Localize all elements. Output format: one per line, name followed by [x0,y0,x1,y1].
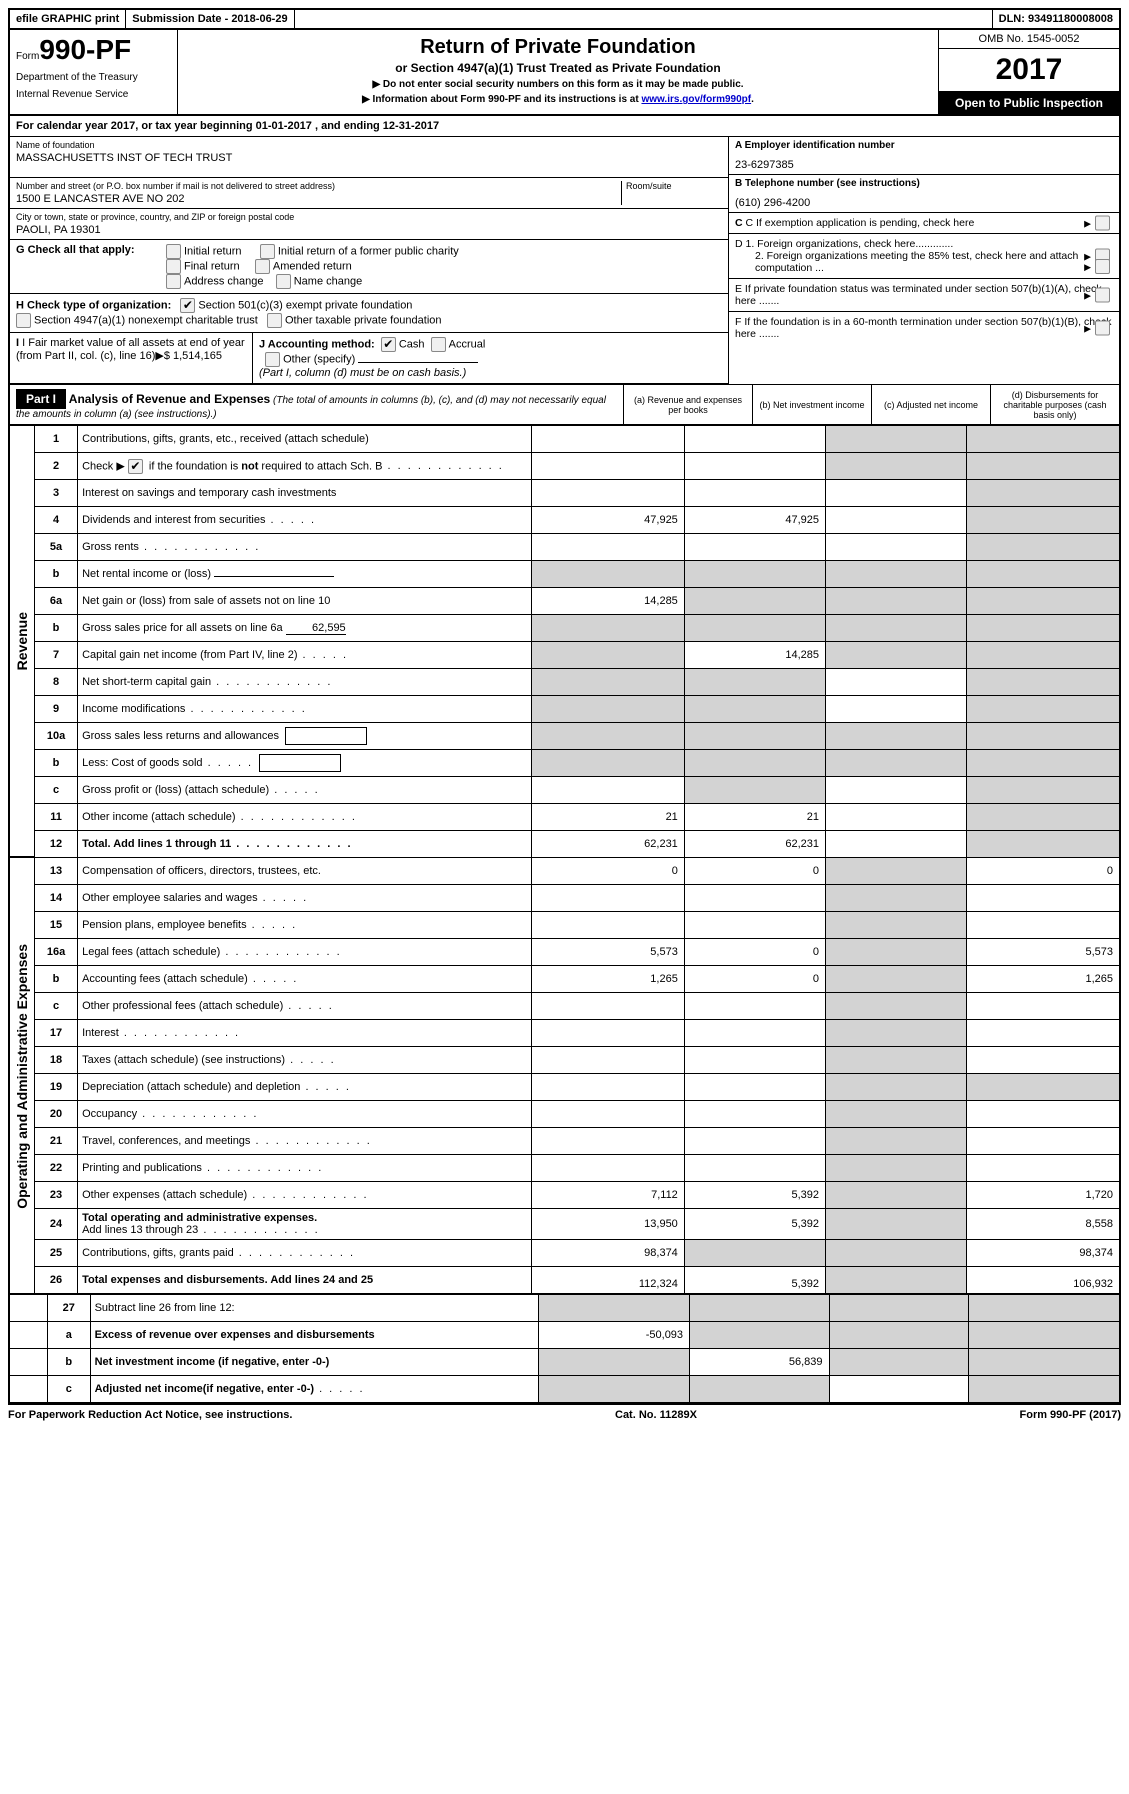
ein: 23-6297385 [735,159,1113,171]
phone: (610) 296-4200 [735,197,1113,209]
calendar-year: For calendar year 2017, or tax year begi… [10,116,1119,137]
d2-85pct: 2. Foreign organizations meeting the 85%… [735,250,1113,274]
form-ref: Form 990-PF (2017) [1020,1409,1121,1421]
cb-4947[interactable] [16,313,31,328]
cb-terminated[interactable] [1095,288,1110,303]
form-subtitle: or Section 4947(a)(1) Trust Treated as P… [184,61,932,75]
addr-label: Number and street (or P.O. box number if… [16,181,621,191]
cb-501c3[interactable] [180,298,195,313]
c-exemption: C If exemption application is pending, c… [746,217,975,229]
cb-accrual[interactable] [431,337,446,352]
line27-table: 27Subtract line 26 from line 12: aExcess… [10,1295,1119,1403]
form-label: Form [16,51,39,62]
e-terminated: E If private foundation status was termi… [735,283,1102,307]
cb-amended[interactable] [255,259,270,274]
irs-link[interactable]: www.irs.gov/form990pf [641,94,751,105]
g-label: G Check all that apply: [16,244,166,289]
omb-number: OMB No. 1545-0052 [939,30,1119,49]
city-label: City or town, state or province, country… [16,212,722,222]
city-state-zip: PAOLI, PA 19301 [16,224,722,236]
expenses-side-label: Operating and Administrative Expenses [12,934,32,1219]
cb-cash[interactable] [381,337,396,352]
col-a-hdr: (a) Revenue and expenses per books [623,385,752,424]
j-note: (Part I, column (d) must be on cash basi… [259,367,466,379]
cb-address-change[interactable] [166,274,181,289]
cb-other-taxable[interactable] [267,313,282,328]
part1-title: Analysis of Revenue and Expenses [69,392,270,406]
irs: Internal Revenue Service [16,89,171,100]
open-to-public: Open to Public Inspection [939,92,1119,114]
form-header: Form990-PF Department of the Treasury In… [10,30,1119,116]
cb-85pct[interactable] [1095,259,1110,274]
page-footer: For Paperwork Reduction Act Notice, see … [8,1405,1121,1421]
part1-header-row: Part I Analysis of Revenue and Expenses … [10,385,1119,426]
col-c-hdr: (c) Adjusted net income [871,385,990,424]
entity-info: Name of foundation MASSACHUSETTS INST OF… [10,137,1119,385]
phone-label: B Telephone number (see instructions) [735,178,1113,189]
top-bar: efile GRAPHIC print Submission Date - 20… [10,10,1119,30]
cb-initial-former[interactable] [260,244,275,259]
cb-exemption-pending[interactable] [1095,216,1110,231]
col-d-hdr: (d) Disbursements for charitable purpose… [990,385,1119,424]
foundation-name: MASSACHUSETTS INST OF TECH TRUST [16,152,722,164]
cb-other-method[interactable] [265,352,280,367]
f-60month: F If the foundation is in a 60-month ter… [735,316,1111,340]
ein-label: A Employer identification number [735,140,1113,151]
cb-60month[interactable] [1095,321,1110,336]
j-label: J Accounting method: [259,339,375,351]
efile-print[interactable]: efile GRAPHIC print [10,10,126,28]
cb-sch-b[interactable] [128,459,143,474]
form-number: 990-PF [39,34,131,65]
revenue-side-label: Revenue [12,602,32,680]
submission-date: Submission Date - 2018-06-29 [126,10,294,28]
dln: DLN: 93491180008008 [993,10,1119,28]
cat-no: Cat. No. 11289X [615,1409,697,1421]
room-label: Room/suite [622,181,722,191]
cb-name-change[interactable] [276,274,291,289]
d1-foreign: D 1. Foreign organizations, check here..… [735,238,953,250]
dept-treasury: Department of the Treasury [16,72,171,83]
ssn-warning: ▶ Do not enter social security numbers o… [184,79,932,90]
revenue-table: 1Contributions, gifts, grants, etc., rec… [35,426,1119,858]
form-title: Return of Private Foundation [184,36,932,59]
expenses-table: 13Compensation of officers, directors, t… [35,858,1119,1295]
i-fmv: I Fair market value of all assets at end… [16,337,245,362]
street-address: 1500 E LANCASTER AVE NO 202 [16,193,621,205]
col-b-hdr: (b) Net investment income [752,385,871,424]
tax-year: 2017 [939,49,1119,92]
instructions-link-row: ▶ Information about Form 990-PF and its … [184,94,932,105]
paperwork-notice: For Paperwork Reduction Act Notice, see … [8,1409,292,1421]
form-container: efile GRAPHIC print Submission Date - 20… [8,8,1121,1405]
cb-initial-return[interactable] [166,244,181,259]
cb-final-return[interactable] [166,259,181,274]
h-label: H Check type of organization: [16,300,171,312]
name-label: Name of foundation [16,140,722,150]
part1-badge: Part I [16,389,66,409]
